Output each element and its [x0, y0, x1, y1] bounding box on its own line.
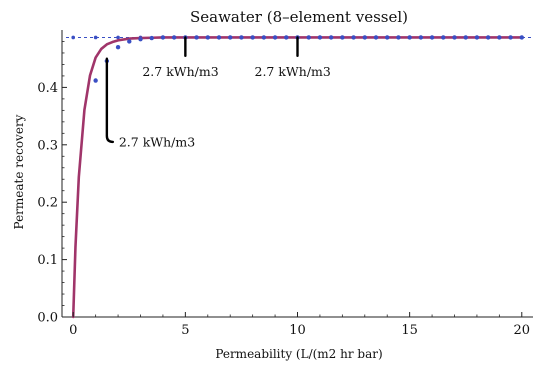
- data-point: [250, 35, 255, 40]
- data-point: [429, 35, 435, 40]
- annotation-marker: [105, 57, 115, 144]
- y-tick-label: 0.3: [37, 138, 58, 153]
- data-point: [138, 36, 143, 42]
- data-point: [171, 35, 177, 40]
- data-point: [216, 35, 222, 40]
- data-point: [228, 35, 233, 40]
- data-point: [160, 35, 166, 40]
- x-tick-label: 10: [289, 323, 306, 338]
- y-tick-label: 0.1: [37, 253, 58, 268]
- annotation-label: 2.7 kWh/m3: [119, 134, 195, 149]
- data-point: [497, 35, 502, 40]
- x-tick-label: 5: [181, 323, 189, 338]
- data-point: [115, 45, 121, 50]
- data-point: [194, 35, 199, 40]
- data-point: [127, 39, 132, 44]
- data-point: [93, 78, 98, 83]
- data-point: [317, 35, 323, 40]
- data-point: [205, 35, 210, 40]
- y-tick-label: 0.0: [37, 311, 58, 326]
- data-point: [452, 35, 457, 40]
- data-point: [508, 35, 513, 40]
- x-tick-label: 20: [514, 323, 531, 338]
- data-point: [362, 35, 367, 40]
- asymptote-point: [71, 35, 76, 40]
- tick-layer: 0 5 10 15 20 0.0 0.1 0.2 0.3 0.4: [37, 41, 530, 338]
- y-tick-label: 0.2: [37, 196, 58, 211]
- data-point: [396, 35, 401, 40]
- data-point: [239, 35, 244, 40]
- y-tick-label: 0.4: [37, 81, 58, 96]
- data-point: [306, 35, 311, 40]
- annotation-layer: 2.7 kWh/m3 2.7 kWh/m3 2.7 kWh/m3: [105, 36, 331, 149]
- asymptote-point: [93, 35, 98, 40]
- data-point: [519, 35, 524, 40]
- annotation-label: 2.7 kWh/m3: [255, 64, 331, 79]
- data-point: [441, 35, 446, 40]
- data-point: [149, 35, 154, 41]
- data-point: [373, 35, 379, 40]
- y-axis-label: Permeate recovery: [12, 114, 26, 229]
- data-point: [272, 35, 278, 40]
- asymptote-point: [116, 35, 120, 40]
- data-point: [463, 35, 468, 40]
- data-point: [261, 35, 267, 40]
- data-point: [284, 35, 289, 40]
- data-point: [340, 35, 345, 40]
- data-point: [385, 35, 390, 40]
- data-point: [407, 35, 412, 40]
- data-point: [351, 35, 356, 40]
- data-point: [485, 35, 491, 40]
- data-point: [474, 35, 480, 40]
- data-point: [328, 35, 334, 40]
- data-point: [418, 35, 424, 40]
- curve-layer: [71, 36, 524, 319]
- annotation-label: 2.7 kWh/m3: [142, 64, 218, 79]
- x-axis-label: Permeability (L/(m2 hr bar): [215, 347, 382, 361]
- x-tick-label: 0: [69, 323, 77, 338]
- recovery-curve: [71, 36, 524, 319]
- x-tick-label: 15: [401, 323, 418, 338]
- chart-title: Seawater (8–element vessel): [190, 8, 408, 26]
